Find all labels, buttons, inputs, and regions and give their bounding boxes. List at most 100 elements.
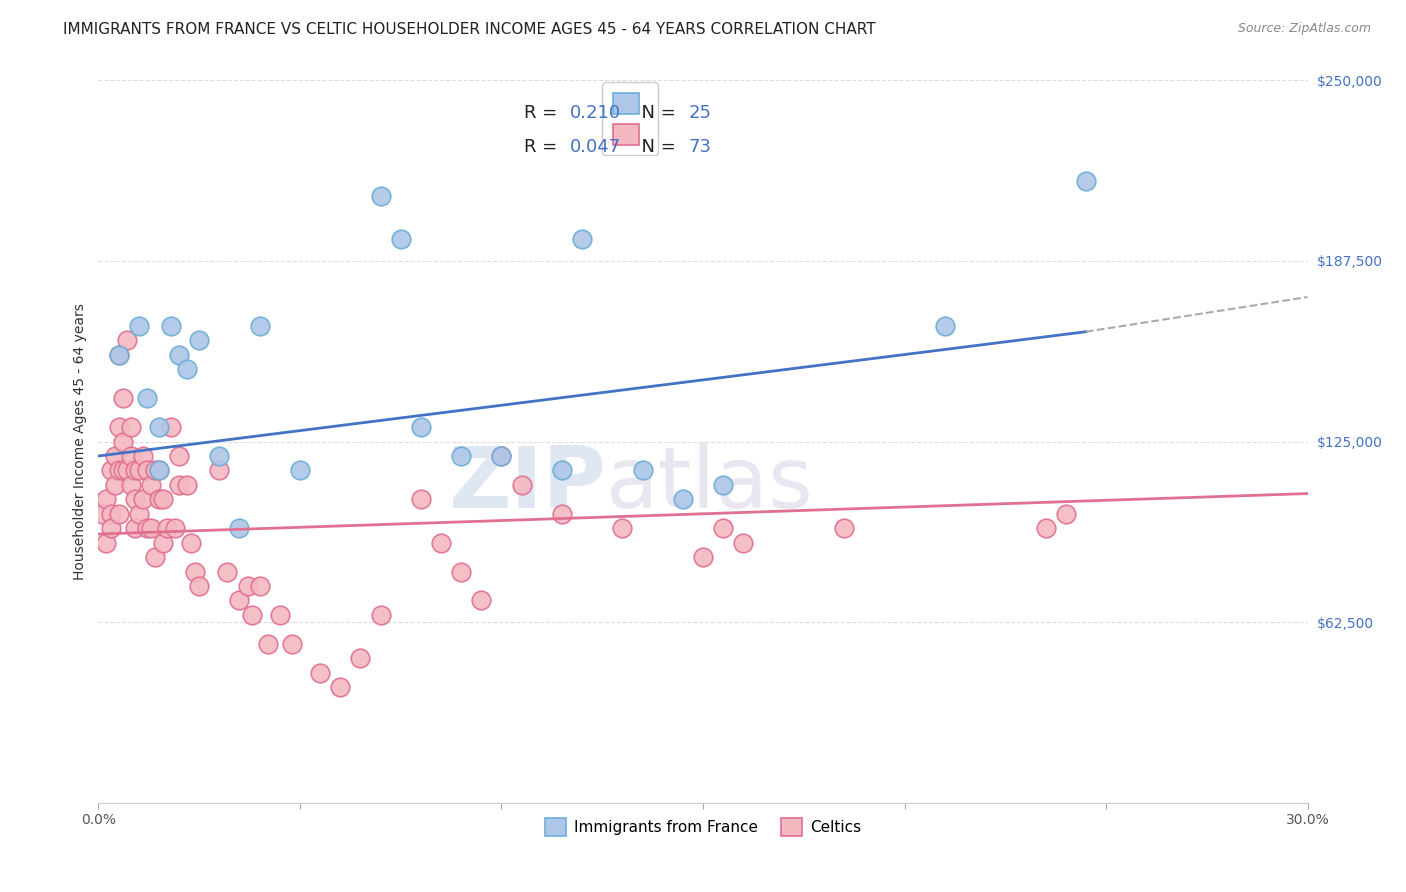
Point bbox=[111, 391, 134, 405]
Point bbox=[115, 334, 138, 348]
Point bbox=[103, 449, 125, 463]
Point bbox=[107, 348, 129, 362]
Legend: Immigrants from France, Celtics: Immigrants from France, Celtics bbox=[538, 813, 868, 842]
Point bbox=[208, 463, 231, 477]
Point bbox=[281, 637, 304, 651]
Point bbox=[256, 637, 278, 651]
Point bbox=[180, 535, 202, 549]
Point bbox=[139, 521, 162, 535]
Point bbox=[107, 463, 129, 477]
Point bbox=[450, 449, 472, 463]
Point bbox=[188, 334, 211, 348]
Point bbox=[551, 507, 574, 521]
Point bbox=[107, 348, 129, 362]
Point bbox=[156, 521, 179, 535]
Text: 0.210: 0.210 bbox=[569, 103, 621, 122]
Point bbox=[111, 463, 134, 477]
Point bbox=[132, 492, 155, 507]
Point bbox=[100, 521, 122, 535]
Point bbox=[120, 420, 142, 434]
Point bbox=[491, 449, 513, 463]
Point bbox=[111, 434, 134, 449]
Point bbox=[409, 420, 432, 434]
Point bbox=[135, 391, 157, 405]
Point bbox=[176, 478, 198, 492]
Point bbox=[160, 318, 183, 333]
Point bbox=[217, 565, 239, 579]
Point bbox=[148, 463, 170, 477]
Point bbox=[124, 492, 146, 507]
Point bbox=[152, 492, 174, 507]
Y-axis label: Householder Income Ages 45 - 64 years: Householder Income Ages 45 - 64 years bbox=[73, 303, 87, 580]
Text: R =: R = bbox=[524, 137, 562, 156]
Point bbox=[96, 535, 118, 549]
Point bbox=[120, 478, 142, 492]
Point bbox=[249, 579, 271, 593]
Point bbox=[115, 463, 138, 477]
Point bbox=[672, 492, 695, 507]
Point bbox=[135, 463, 157, 477]
Point bbox=[120, 449, 142, 463]
Text: N =: N = bbox=[630, 103, 682, 122]
Point bbox=[167, 449, 190, 463]
Point bbox=[184, 565, 207, 579]
Point bbox=[470, 593, 492, 607]
Text: atlas: atlas bbox=[606, 443, 814, 526]
Point bbox=[228, 521, 250, 535]
Point bbox=[167, 348, 190, 362]
Point bbox=[450, 565, 472, 579]
Point bbox=[128, 507, 150, 521]
Point bbox=[1054, 507, 1077, 521]
Point bbox=[167, 478, 190, 492]
Point bbox=[551, 463, 574, 477]
Point bbox=[188, 579, 211, 593]
Point bbox=[148, 463, 170, 477]
Point bbox=[160, 420, 183, 434]
Point bbox=[139, 478, 162, 492]
Point bbox=[733, 535, 755, 549]
Point bbox=[349, 651, 371, 665]
Point bbox=[249, 318, 271, 333]
Point bbox=[491, 449, 513, 463]
Text: Source: ZipAtlas.com: Source: ZipAtlas.com bbox=[1237, 22, 1371, 36]
Point bbox=[612, 521, 634, 535]
Point bbox=[692, 550, 714, 565]
Text: 25: 25 bbox=[689, 103, 711, 122]
Point bbox=[430, 535, 453, 549]
Point bbox=[148, 492, 170, 507]
Point bbox=[711, 521, 734, 535]
Point bbox=[309, 665, 332, 680]
Point bbox=[934, 318, 956, 333]
Point bbox=[370, 189, 392, 203]
Point bbox=[269, 607, 291, 622]
Point bbox=[1035, 521, 1057, 535]
Point bbox=[148, 420, 170, 434]
Text: 0.047: 0.047 bbox=[569, 137, 621, 156]
Point bbox=[176, 362, 198, 376]
Text: R =: R = bbox=[524, 103, 562, 122]
Point bbox=[135, 521, 157, 535]
Point bbox=[96, 492, 118, 507]
Point bbox=[389, 232, 412, 246]
Point bbox=[143, 463, 166, 477]
Point bbox=[228, 593, 250, 607]
Point bbox=[236, 579, 259, 593]
Point bbox=[152, 535, 174, 549]
Point bbox=[100, 463, 122, 477]
Point bbox=[124, 463, 146, 477]
Text: 73: 73 bbox=[689, 137, 711, 156]
Point bbox=[128, 463, 150, 477]
Point bbox=[240, 607, 263, 622]
Point bbox=[124, 521, 146, 535]
Point bbox=[711, 478, 734, 492]
Point bbox=[208, 449, 231, 463]
Point bbox=[571, 232, 593, 246]
Point bbox=[103, 478, 125, 492]
Text: ZIP: ZIP bbox=[449, 443, 606, 526]
Point bbox=[91, 507, 114, 521]
Point bbox=[370, 607, 392, 622]
Point bbox=[100, 507, 122, 521]
Point bbox=[631, 463, 654, 477]
Point bbox=[832, 521, 855, 535]
Point bbox=[1074, 174, 1097, 188]
